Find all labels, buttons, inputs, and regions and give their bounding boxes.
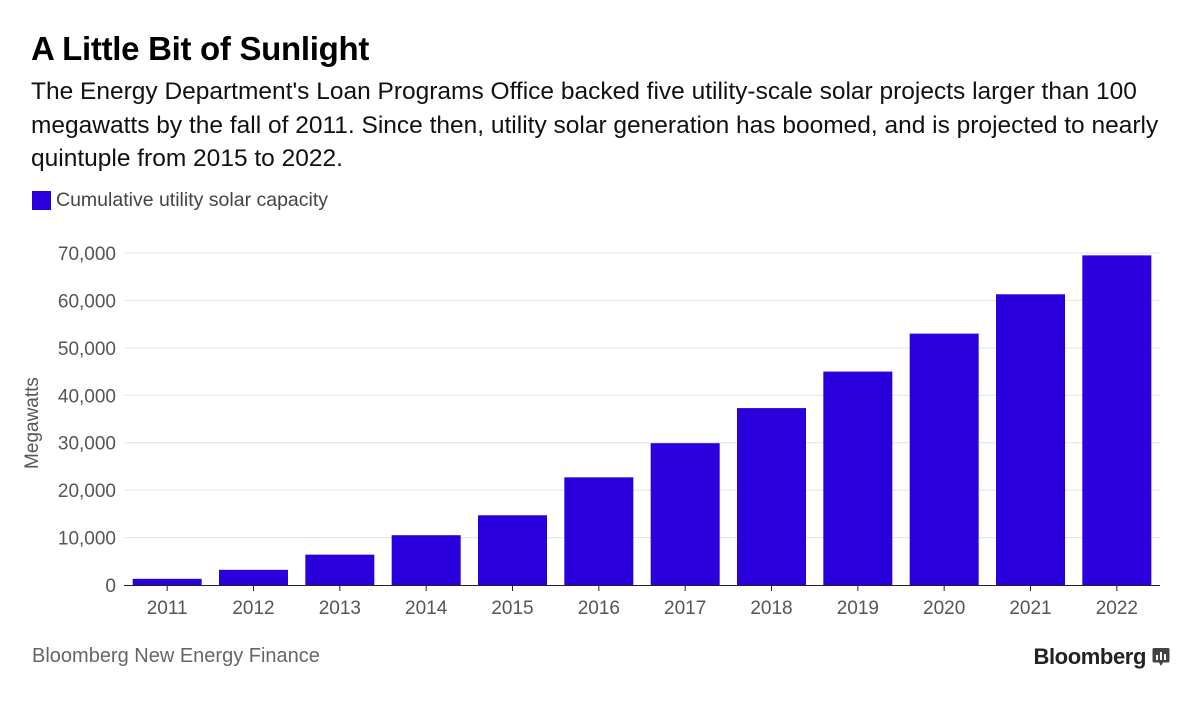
- x-tick-label: 2021: [1009, 598, 1051, 619]
- y-tick-label: 0: [105, 576, 116, 597]
- bloomberg-chart-icon: [1152, 648, 1170, 666]
- legend: Cumulative utility solar capacity: [32, 189, 328, 212]
- bar: [564, 477, 634, 585]
- chart-title: A Little Bit of Sunlight: [31, 30, 370, 67]
- brand-wordmark: Bloomberg: [1033, 644, 1146, 669]
- chart-subtitle: The Energy Department's Loan Programs Of…: [31, 78, 1159, 172]
- bar: [909, 333, 979, 585]
- bar: [478, 515, 547, 585]
- bar: [650, 443, 720, 585]
- y-tick-label: 30,000: [58, 434, 116, 455]
- bar: [219, 569, 288, 585]
- x-tick-label: 2012: [232, 598, 274, 619]
- y-tick-label: 50,000: [58, 339, 116, 360]
- x-tick-label: 2015: [491, 598, 533, 619]
- x-tick-label: 2011: [147, 598, 188, 619]
- bar: [1082, 255, 1152, 585]
- x-tick-label: 2013: [319, 598, 361, 619]
- bar: [823, 371, 893, 585]
- legend-swatch: [32, 191, 51, 210]
- y-tick-label: 20,000: [58, 481, 116, 502]
- y-tick-label: 70,000: [58, 244, 116, 265]
- x-tick-label: 2018: [750, 598, 792, 619]
- source-note: Bloomberg New Energy Finance: [32, 645, 320, 667]
- legend-label: Cumulative utility solar capacity: [56, 189, 329, 211]
- bar: [132, 578, 202, 585]
- x-tick-label: 2017: [664, 598, 706, 619]
- bar: [737, 408, 806, 585]
- x-tick-label: 2016: [578, 598, 620, 619]
- bar: [996, 294, 1065, 585]
- x-tick-label: 2022: [1096, 598, 1138, 619]
- y-tick-label: 60,000: [58, 291, 116, 312]
- x-tick-label: 2019: [837, 598, 879, 619]
- y-tick-label: 40,000: [58, 386, 116, 407]
- y-axis-title: Megawatts: [22, 377, 43, 469]
- bar: [305, 554, 375, 585]
- x-tick-label: 2014: [405, 598, 448, 619]
- bar: [391, 535, 461, 585]
- x-tick-label: 2020: [923, 598, 965, 619]
- brand-logo: Bloomberg: [1033, 644, 1170, 670]
- y-tick-label: 10,000: [58, 529, 116, 550]
